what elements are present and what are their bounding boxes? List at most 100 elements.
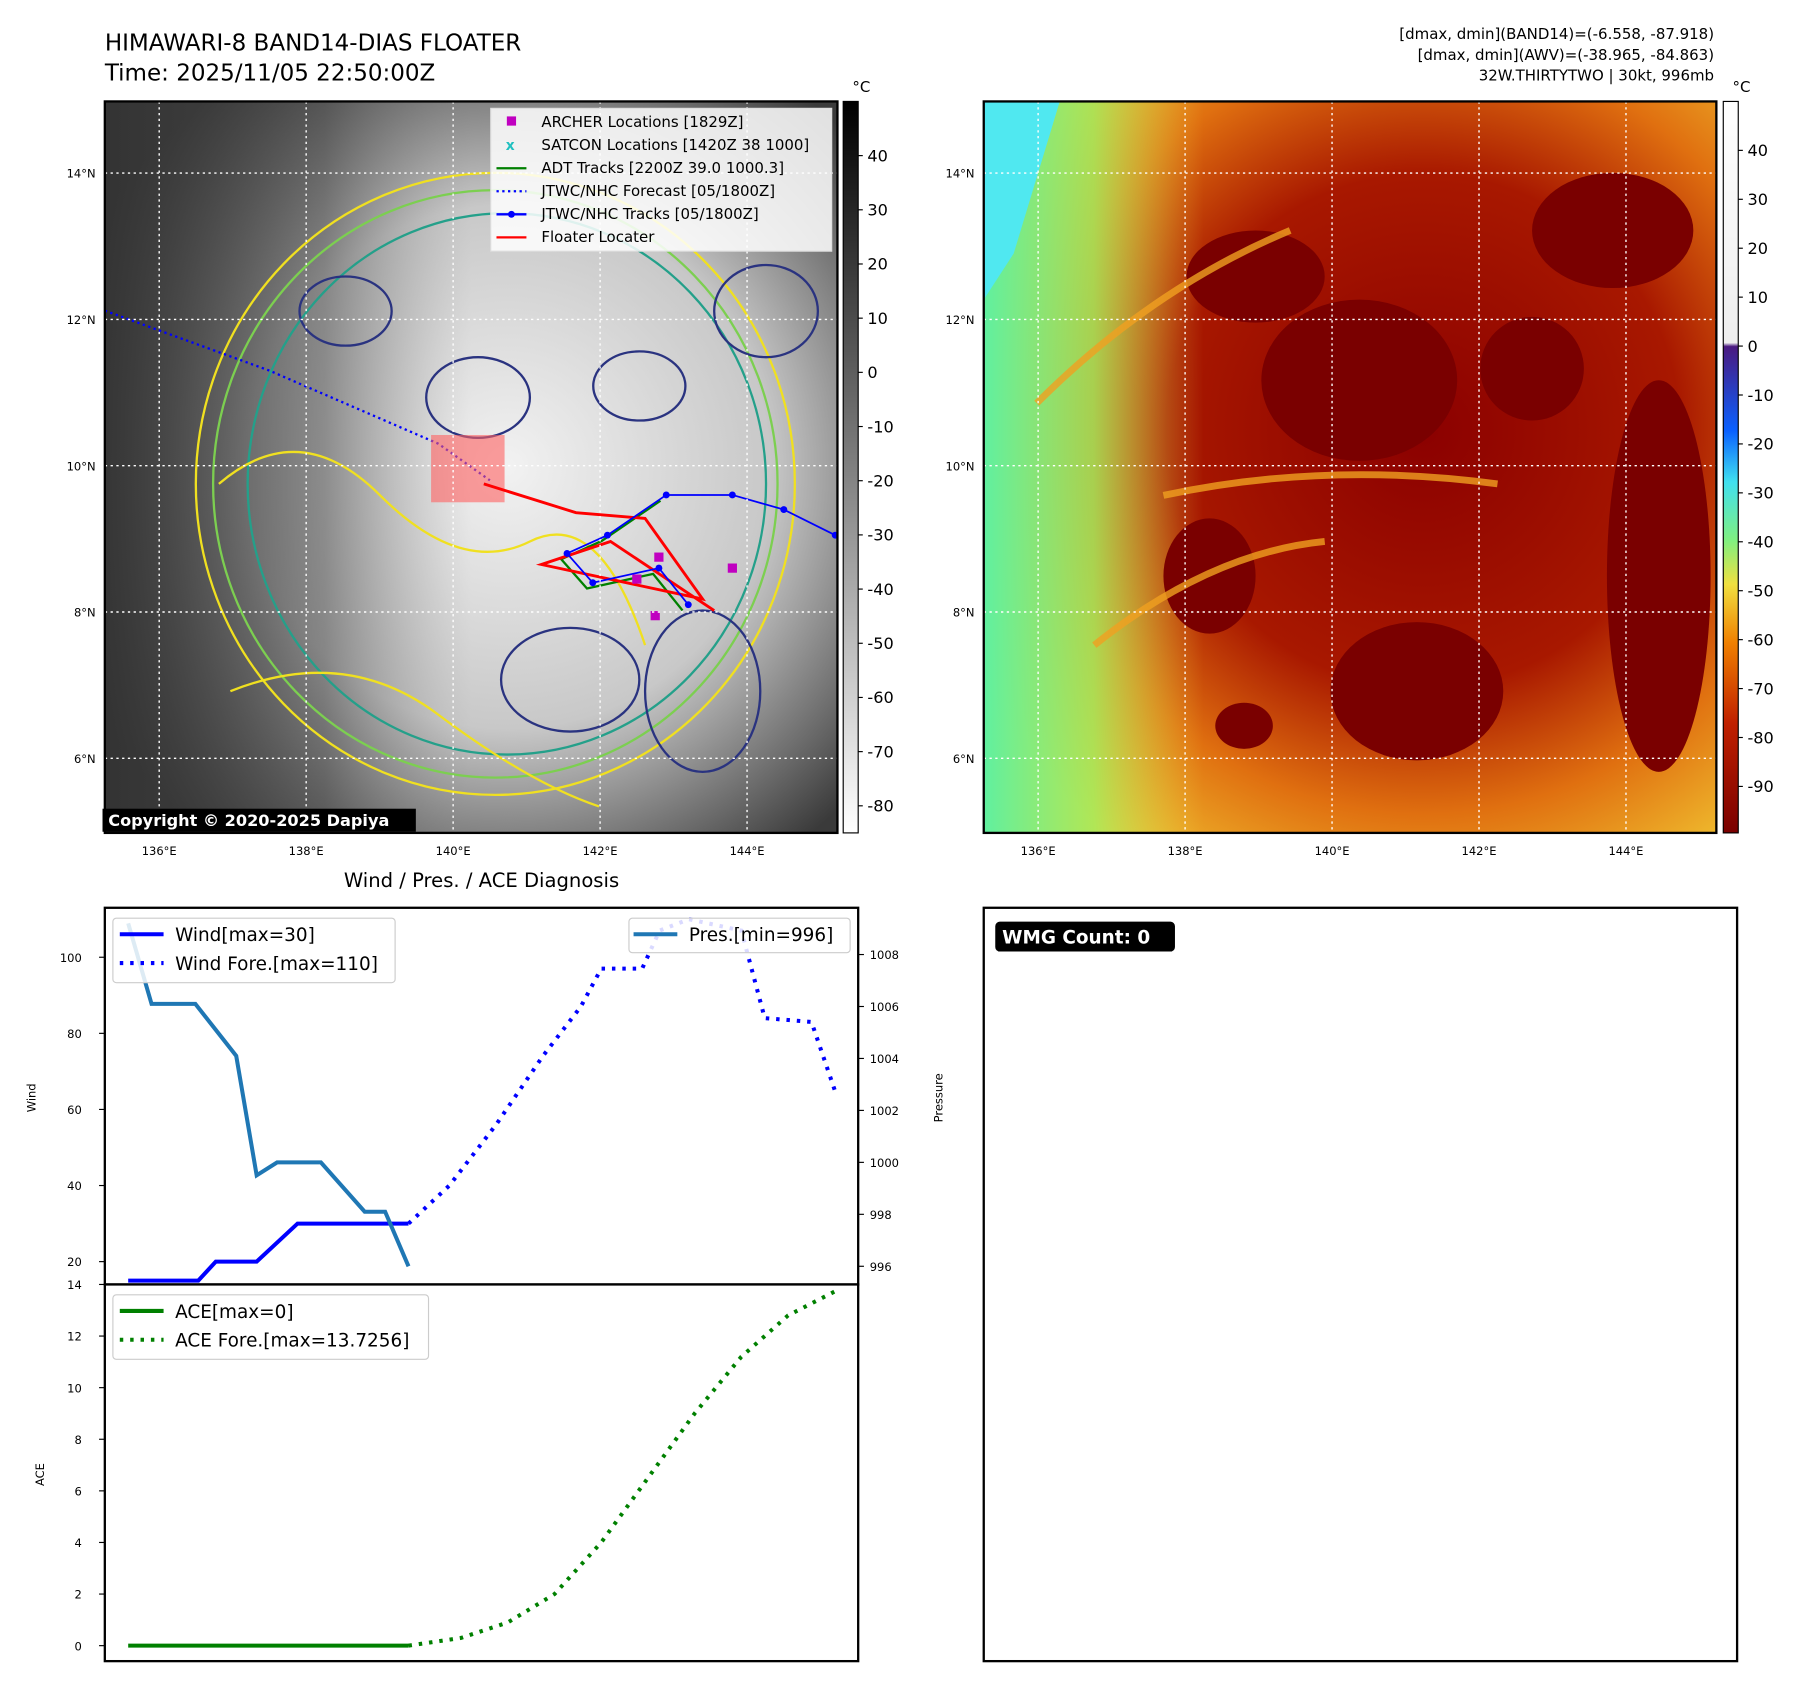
svg-text:Copyright © 2020-2025 Dapiya: Copyright © 2020-2025 Dapiya xyxy=(108,811,389,830)
y-tick-label: 0 xyxy=(74,1639,81,1653)
lon-tick-label: 140°E xyxy=(436,844,471,858)
jtwc-track-point xyxy=(684,601,692,609)
lon-tick-label: 140°E xyxy=(1315,844,1350,858)
jtwc-track-point xyxy=(780,506,788,514)
colorbar2-ticks: 40 30 20 10 0 -10 -20 -30 -40 -50 -60 -70 -80 -90 xyxy=(1738,141,1774,796)
y-tick-label: 2 xyxy=(74,1588,81,1602)
lon-tick-label: 144°E xyxy=(1608,844,1643,858)
wmg-frame xyxy=(982,906,1739,1663)
wind-plot: 20 40 60 80 100 996 998 1000 1002 1004 1006 1008 Win… xyxy=(60,917,899,1283)
jtwc-forecast-line xyxy=(104,309,491,482)
colorbar-tick-label: -60 xyxy=(867,688,893,707)
chart-legend-box xyxy=(628,917,851,954)
ace-axis-label: ACE xyxy=(33,1463,47,1486)
lat-tick-label: 6°N xyxy=(74,752,96,766)
colorbar-tick-label: 40 xyxy=(1747,141,1768,160)
colorbar-tick-label: 10 xyxy=(1747,288,1768,307)
jtwc-track-point xyxy=(655,564,663,572)
legend-label: ACE[max=0] xyxy=(175,1302,293,1323)
lat-tick-label: 10°N xyxy=(67,459,96,473)
chart-legend-box xyxy=(112,917,396,984)
figure-time: Time: 2025/11/05 22:50:00Z xyxy=(104,61,436,87)
lat-tick-label: 14°N xyxy=(946,167,975,181)
jtwc-track-point xyxy=(589,579,597,587)
adt-track xyxy=(483,482,715,612)
map1-frame xyxy=(103,100,839,835)
archer-point xyxy=(632,574,642,584)
colorbar-tick-label: 30 xyxy=(1747,190,1768,209)
colorbar-tick-label: -80 xyxy=(867,797,893,816)
colorbar-tick-label: -70 xyxy=(867,742,893,761)
colorbar-awv xyxy=(1722,100,1739,834)
colorbar-tick-label: -60 xyxy=(1747,630,1773,649)
jtwc-track-point xyxy=(603,531,611,539)
y-tick-label: 6 xyxy=(74,1484,81,1498)
colorbar-tick-label: -20 xyxy=(867,471,893,490)
colorbar2-unit: °C xyxy=(1732,78,1750,96)
y-right-tick-label: 1008 xyxy=(870,948,899,962)
wmg-panel xyxy=(984,908,1737,1661)
colorbar1-unit: °C xyxy=(852,78,870,96)
awv-range: [dmax, dmin](AWV)=(-38.965, -84.863) xyxy=(1418,46,1714,64)
lat-tick-label: 8°N xyxy=(74,606,96,620)
lon-tick-label: 136°E xyxy=(142,844,177,858)
y-tick-label: 40 xyxy=(67,1179,82,1193)
colorbar-tick-label: 40 xyxy=(867,146,888,165)
lon-tick-label: 144°E xyxy=(730,844,765,858)
storm-info: 32W.THIRTYTWO | 30kt, 996mb xyxy=(1479,67,1714,85)
colorbar-tick-label: -40 xyxy=(1747,533,1773,552)
legend-label: JTWC/NHC Forecast [05/1800Z] xyxy=(540,182,775,200)
colorbar-tick-label: 30 xyxy=(867,201,888,220)
copyright-label: Copyright © 2020-2025 Dapiya xyxy=(102,808,416,832)
lon-tick-label: 136°E xyxy=(1021,844,1056,858)
adt-track-line xyxy=(559,499,684,612)
y-tick-label: 80 xyxy=(67,1027,82,1041)
lon-tick-label: 142°E xyxy=(583,844,618,858)
colorbar-tick-label: 20 xyxy=(867,255,888,274)
lat-tick-label: 12°N xyxy=(946,313,975,327)
svg-text:WMG Count: 0: WMG Count: 0 xyxy=(1002,927,1150,948)
jtwc-track-point xyxy=(662,491,670,499)
figure-title: HIMAWARI-8 BAND14-DIAS FLOATER xyxy=(105,31,521,57)
jtwc-track-point xyxy=(563,550,571,557)
floater-box xyxy=(431,434,505,503)
colorbar-tick-label: -30 xyxy=(867,526,893,545)
wmg-count-badge: WMG Count: 0 xyxy=(995,921,1175,952)
lat-tick-label: 12°N xyxy=(67,313,96,327)
jtwc-track-point xyxy=(831,531,838,539)
colorbar-tick-label: -20 xyxy=(1747,435,1773,454)
y-tick-label: 8 xyxy=(74,1433,81,1447)
y-tick-label: 4 xyxy=(74,1536,81,1550)
y-right-tick-label: 1000 xyxy=(870,1156,899,1170)
map2-gridlines xyxy=(983,101,1717,833)
colorbar-tick-label: -30 xyxy=(1747,484,1773,503)
colorbar1-ticks: 40 30 20 10 0 -10 -20 -30 -40 -50 -60 -70 -80 xyxy=(858,146,894,816)
colorbar-tick-label: -10 xyxy=(867,417,893,436)
series-line xyxy=(408,1289,836,1648)
legend-label: ADT Tracks [2200Z 39.0 1000.3] xyxy=(541,159,784,177)
colorbar-tick-label: -90 xyxy=(1747,777,1773,796)
lat-tick-label: 6°N xyxy=(953,752,975,766)
y-tick-label: 100 xyxy=(60,951,82,965)
chart-legend-box xyxy=(112,1294,430,1360)
colorbar-tick-label: -80 xyxy=(1747,728,1773,747)
y-right-tick-label: 1002 xyxy=(870,1104,899,1118)
y-tick-label: 14 xyxy=(67,1278,82,1292)
colorbar-band14 xyxy=(842,100,859,834)
series-line xyxy=(128,1221,409,1283)
colorbar-tick-label: -70 xyxy=(1747,679,1773,698)
floater-rect xyxy=(431,434,505,503)
awv-map xyxy=(983,101,1717,833)
y-tick-label: 60 xyxy=(67,1103,82,1117)
colorbar-tick-label: -50 xyxy=(1747,581,1773,600)
legend-label: ACE Fore.[max=13.7256] xyxy=(175,1331,409,1352)
legend-marker-archer xyxy=(506,116,517,126)
legend-label: JTWC/NHC Tracks [05/1800Z] xyxy=(540,205,758,223)
y-tick-label: 12 xyxy=(67,1330,82,1344)
y-right-tick-label: 1004 xyxy=(870,1052,899,1066)
archer-point xyxy=(727,563,737,573)
band14-range: [dmax, dmin](BAND14)=(-6.558, -87.918) xyxy=(1399,25,1714,43)
map1-legend: ARCHER Locations [1829Z] x SATCON Location… xyxy=(490,107,833,252)
colorbar-tick-label: 10 xyxy=(867,309,888,328)
